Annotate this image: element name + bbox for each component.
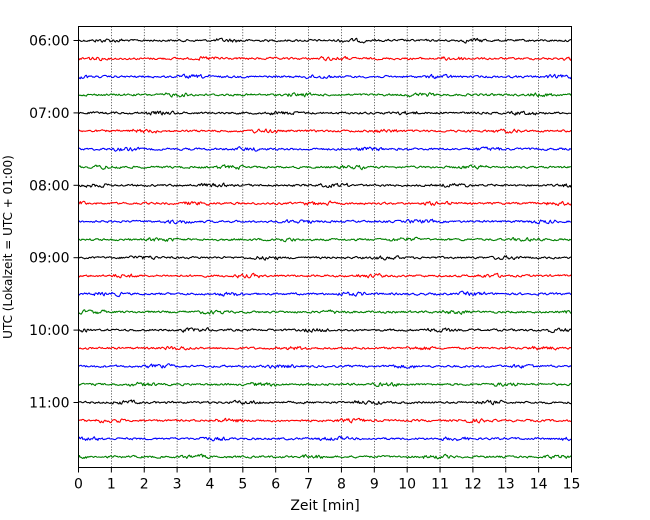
- seismogram-trace: [78, 218, 572, 225]
- x-tick-label: 9: [370, 477, 379, 493]
- x-tick-label: 5: [238, 477, 247, 493]
- seismogram-trace: [78, 417, 572, 424]
- plot-background: [78, 26, 572, 468]
- y-tick-label: 06:00: [29, 34, 69, 50]
- x-tick-label: 4: [206, 477, 215, 493]
- x-tick-label: 15: [563, 477, 581, 493]
- y-tick-label: 07:00: [29, 106, 69, 122]
- seismogram-trace: [78, 164, 572, 171]
- y-tick-label: 08:00: [29, 178, 69, 194]
- seismogram-trace: [78, 182, 573, 189]
- seismogram-trace: [78, 128, 572, 134]
- y-tick-label: 09:00: [29, 251, 69, 267]
- plot-frame: [78, 26, 572, 468]
- x-tick-label: 7: [304, 477, 313, 493]
- seismogram-trace: [78, 327, 572, 334]
- seismogram-trace: [78, 272, 572, 279]
- seismogram-trace: [78, 73, 573, 80]
- x-tick-label: 3: [173, 477, 182, 493]
- seismogram-trace: [78, 345, 572, 351]
- seismogram-trace: [78, 37, 572, 44]
- seismogram-trace: [78, 309, 572, 315]
- seismogram-trace: [78, 255, 572, 261]
- x-tick-label: 10: [398, 477, 416, 493]
- x-axis-label: Zeit [min]: [290, 498, 359, 514]
- seismogram-trace: [78, 146, 572, 152]
- x-tick-label: 12: [464, 477, 482, 493]
- seismogram-traces: [77, 37, 573, 460]
- x-tick-label: 1: [107, 477, 116, 493]
- seismogram-trace: [78, 363, 572, 369]
- x-tick-label: 0: [74, 477, 83, 493]
- y-tick-label: 11:00: [29, 396, 69, 412]
- x-tick-label: 8: [337, 477, 346, 493]
- x-tick-label: 6: [271, 477, 280, 493]
- seismogram-trace: [78, 435, 572, 442]
- y-tick-label: 10:00: [29, 323, 69, 339]
- seismogram-trace: [78, 110, 572, 116]
- seismogram-trace: [78, 92, 572, 98]
- x-tick-label: 13: [497, 477, 515, 493]
- y-axis-label: UTC (Lokalzeit = UTC + 01:00): [1, 155, 15, 339]
- seismogram-trace: [78, 290, 572, 298]
- grid-lines: [111, 26, 539, 468]
- seismogram-trace: [78, 55, 573, 62]
- x-axis-ticks: 0 1 2 3 4 5 6 7 8 9 10 11 12 13 14 15: [74, 467, 581, 493]
- x-tick-label: 11: [431, 477, 449, 493]
- x-tick-label: 2: [140, 477, 149, 493]
- seismogram-trace: [78, 399, 572, 406]
- x-tick-label: 14: [530, 477, 548, 493]
- y-axis-ticks: 06:00 07:00 08:00 09:00 10:00 11:00: [29, 34, 79, 412]
- seismogram-trace: [77, 453, 572, 460]
- seismogram-trace: [78, 236, 572, 243]
- seismogram-trace: [78, 200, 572, 207]
- seismogram-trace: [78, 381, 572, 387]
